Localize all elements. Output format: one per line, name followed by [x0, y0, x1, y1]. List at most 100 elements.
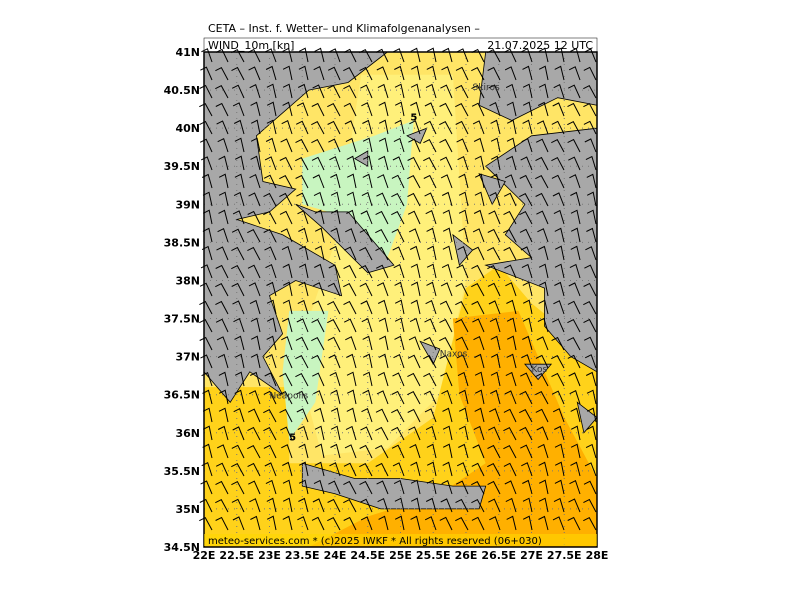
y-tick-label: 37N — [175, 351, 200, 364]
wind-barb — [520, 372, 533, 387]
wind-barb — [423, 120, 437, 135]
wind-barb — [215, 85, 229, 99]
wind-barb — [583, 480, 597, 495]
wind-barb — [471, 300, 485, 315]
wind-barb — [442, 425, 453, 441]
wind-barb — [298, 281, 309, 297]
wind-barb — [409, 443, 421, 459]
wind-barb — [584, 138, 597, 153]
wind-barb — [570, 227, 581, 243]
wind-barb — [298, 227, 309, 243]
wind-barb — [264, 246, 277, 261]
wind-barb — [330, 443, 341, 459]
wind-barb — [311, 318, 325, 333]
wind-barb — [216, 246, 229, 261]
wind-barb — [232, 210, 245, 225]
wind-barb — [311, 156, 325, 171]
wind-barb — [279, 391, 293, 405]
wind-barb — [522, 281, 533, 297]
wind-barb — [426, 65, 437, 81]
wind-barb — [442, 227, 453, 243]
wind-barb — [282, 281, 293, 297]
wind-barb — [392, 462, 405, 477]
wind-barb — [554, 245, 565, 261]
wind-barb — [282, 47, 293, 63]
wind-barb — [312, 498, 325, 513]
wind-barb — [217, 227, 229, 243]
plot-area: Skiros Naxos Kos Neapolis 5 5 — [199, 47, 598, 548]
wind-barb — [232, 516, 245, 531]
wind-barb — [266, 317, 277, 333]
wind-barb — [536, 120, 549, 135]
wind-barb — [215, 283, 229, 297]
wind-barb — [200, 354, 213, 369]
wind-barb — [568, 66, 581, 81]
wind-barb — [343, 300, 357, 315]
wind-barb — [250, 137, 261, 153]
wind-barb — [202, 227, 213, 243]
wind-barb — [296, 192, 309, 207]
wind-barb — [311, 354, 325, 369]
wind-barb — [391, 211, 405, 225]
wind-barb — [407, 192, 421, 207]
wind-barb — [488, 84, 501, 99]
wind-barb — [231, 265, 245, 279]
wind-barb — [520, 444, 533, 459]
wind-barb — [506, 335, 517, 351]
wind-barb — [250, 335, 261, 351]
wind-barb — [265, 263, 277, 279]
wind-barb — [328, 264, 341, 279]
wind-barb — [425, 299, 437, 315]
wind-barb — [249, 498, 261, 513]
wind-barb — [455, 517, 469, 531]
wind-barb — [426, 47, 437, 63]
wind-barb — [295, 174, 309, 189]
wind-barb — [442, 461, 453, 477]
wind-barb — [247, 445, 261, 459]
x-tick-label: 26E — [455, 549, 478, 562]
wind-barb — [442, 209, 453, 225]
wind-barb — [487, 66, 501, 81]
wind-barb — [537, 228, 549, 243]
wind-barb — [410, 299, 421, 315]
wind-barb — [554, 281, 565, 297]
wind-barb — [200, 264, 213, 279]
wind-barb — [375, 445, 389, 459]
wind-barb — [503, 427, 517, 441]
wind-barb — [218, 209, 229, 225]
wind-barb — [554, 65, 565, 81]
wind-barb — [202, 407, 213, 423]
wind-barb — [265, 479, 277, 495]
wind-barb — [423, 139, 437, 153]
variable-label: WIND_10m [kn] — [208, 39, 294, 52]
wind-barb — [442, 47, 453, 63]
wind-barb — [327, 84, 341, 99]
wind-barb — [519, 174, 533, 189]
wind-barb — [586, 209, 597, 225]
wind-barb — [329, 156, 341, 171]
wind-barb — [583, 318, 597, 333]
wind-barb — [455, 336, 469, 351]
wind-barb — [456, 264, 469, 279]
wind-barb — [297, 299, 309, 315]
wind-barb — [234, 173, 245, 189]
wind-barb — [378, 155, 389, 171]
wind-barb — [279, 372, 293, 387]
wind-barb — [567, 300, 581, 315]
wind-barb — [554, 47, 565, 63]
wind-barb — [311, 121, 325, 135]
wind-barb — [503, 462, 517, 477]
wind-barb — [490, 371, 501, 387]
wind-barb — [199, 498, 213, 513]
wind-barb — [586, 191, 597, 207]
wind-barb — [474, 173, 485, 189]
wind-barb — [327, 103, 341, 117]
wind-barb — [570, 425, 581, 441]
wind-barb — [295, 355, 309, 369]
wind-barb — [519, 426, 533, 441]
wind-barb — [408, 228, 421, 243]
wind-barb — [490, 173, 501, 189]
wind-barb — [266, 515, 277, 531]
wind-barb — [407, 372, 421, 387]
wind-barb — [297, 210, 309, 225]
